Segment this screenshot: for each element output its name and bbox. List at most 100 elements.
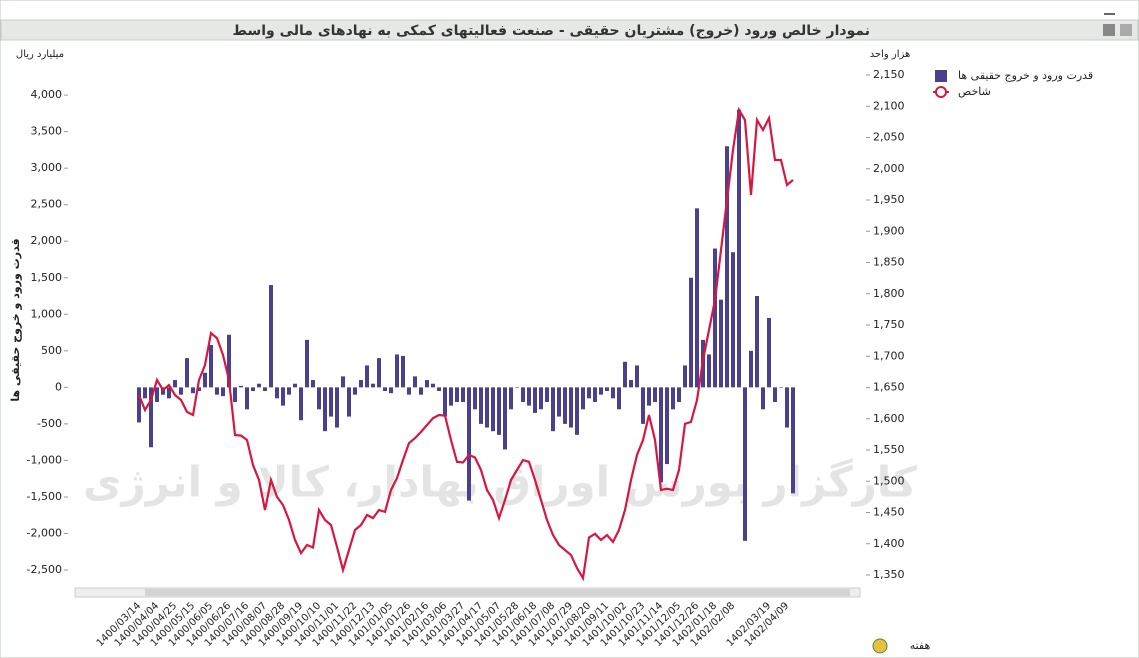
bar: [683, 365, 687, 388]
bar: [293, 383, 297, 388]
print-icon[interactable]: [1103, 24, 1115, 36]
bar: [479, 387, 483, 424]
y-tick-label: -2,000: [27, 526, 62, 539]
bar: [533, 387, 537, 413]
bar: [671, 387, 675, 410]
bar: [371, 383, 375, 388]
y-unit: میلیارد ریال: [16, 49, 64, 60]
bar: [527, 387, 531, 406]
bar: [209, 344, 213, 388]
bar: [785, 387, 789, 428]
bar: [473, 387, 477, 410]
bar: [743, 387, 747, 541]
bar: [203, 372, 207, 388]
bar: [659, 387, 663, 483]
bar: [401, 355, 405, 388]
bar: [245, 387, 249, 410]
y-axis-title: قدرت ورود و خروج حقیقی ها: [9, 238, 23, 401]
legend-swatch: [935, 86, 947, 98]
watermark: کارگزار بورس اوراق بهادار، کالا و انرژی: [83, 458, 918, 508]
y2-tick-label: 1,900: [873, 224, 905, 237]
x-axis-title: هفته: [910, 639, 931, 652]
bar: [641, 387, 645, 424]
y-tick-label: 500: [41, 344, 62, 357]
bar: [731, 252, 735, 388]
y2-tick-label: 1,350: [873, 568, 905, 581]
bar: [755, 296, 759, 388]
bar: [359, 380, 363, 388]
bar: [725, 146, 729, 388]
bar: [569, 387, 573, 428]
bar: [239, 385, 243, 388]
bar: [761, 387, 765, 410]
y2-tick-label: 2,150: [873, 68, 905, 81]
y-tick-label: 4,000: [31, 88, 63, 101]
export-icon[interactable]: [1120, 24, 1132, 36]
line: [137, 106, 794, 582]
bar: [713, 248, 717, 388]
y2-tick-label: 1,850: [873, 256, 905, 269]
bar: [383, 387, 387, 392]
bar: [257, 383, 261, 388]
bar: [407, 387, 411, 395]
y-tick-label: 2,000: [31, 234, 63, 247]
bar: [455, 387, 459, 402]
bar: [497, 387, 501, 435]
bar: [653, 387, 657, 402]
bar: [461, 387, 465, 402]
bar: [173, 380, 177, 388]
bar: [647, 387, 651, 406]
bar: [347, 387, 351, 417]
legend-label: قدرت ورود و خروج حقیقی ها: [958, 69, 1093, 82]
bar: [749, 350, 753, 388]
bar: [521, 387, 525, 402]
bar: [605, 387, 609, 392]
bar: [581, 387, 585, 410]
bar: [185, 358, 189, 388]
bar: [353, 387, 357, 395]
title-bar: [0, 19, 1139, 41]
y-tick-label: -2,500: [27, 563, 62, 576]
refresh-icon[interactable]: [872, 638, 888, 654]
y2-tick-label: 1,650: [873, 381, 905, 394]
bar: [155, 387, 159, 402]
bar: [449, 387, 453, 406]
scrollbar-thumb[interactable]: [145, 589, 850, 596]
bar: [491, 387, 495, 432]
y2-tick-label: 2,100: [873, 99, 905, 112]
y2-tick-label: 2,050: [873, 131, 905, 144]
bar: [341, 376, 345, 388]
y-tick-label: 3,000: [31, 161, 63, 174]
bar: [545, 387, 549, 402]
y2-tick-label: 1,950: [873, 193, 905, 206]
y2-tick-label: 1,600: [873, 412, 905, 425]
bar: [635, 365, 639, 388]
bar: [467, 387, 471, 501]
bar: [425, 380, 429, 388]
bar: [167, 387, 171, 399]
bar: [215, 387, 219, 395]
y-tick-label: 3,500: [31, 125, 63, 138]
bar: [587, 387, 591, 399]
bar: [419, 387, 423, 395]
bar: [791, 387, 795, 494]
bar: [365, 365, 369, 388]
y-tick-label: 2,500: [31, 198, 63, 211]
bar: [311, 380, 315, 388]
bar: [611, 387, 615, 399]
bar: [251, 387, 255, 392]
bar: [623, 361, 627, 388]
bar: [275, 387, 279, 399]
bar: [629, 380, 633, 388]
bar: [179, 387, 183, 395]
chart-title: نمودار خالص ورود (خروج) مشتریان حقیقی - …: [232, 23, 870, 39]
bar: [503, 387, 507, 450]
bar: [227, 334, 231, 388]
y-tick-label: -500: [37, 417, 62, 430]
bar: [695, 208, 699, 388]
legend-swatch: [935, 70, 947, 82]
bar: [317, 387, 321, 410]
bar: [335, 387, 339, 428]
bar: [287, 387, 291, 395]
